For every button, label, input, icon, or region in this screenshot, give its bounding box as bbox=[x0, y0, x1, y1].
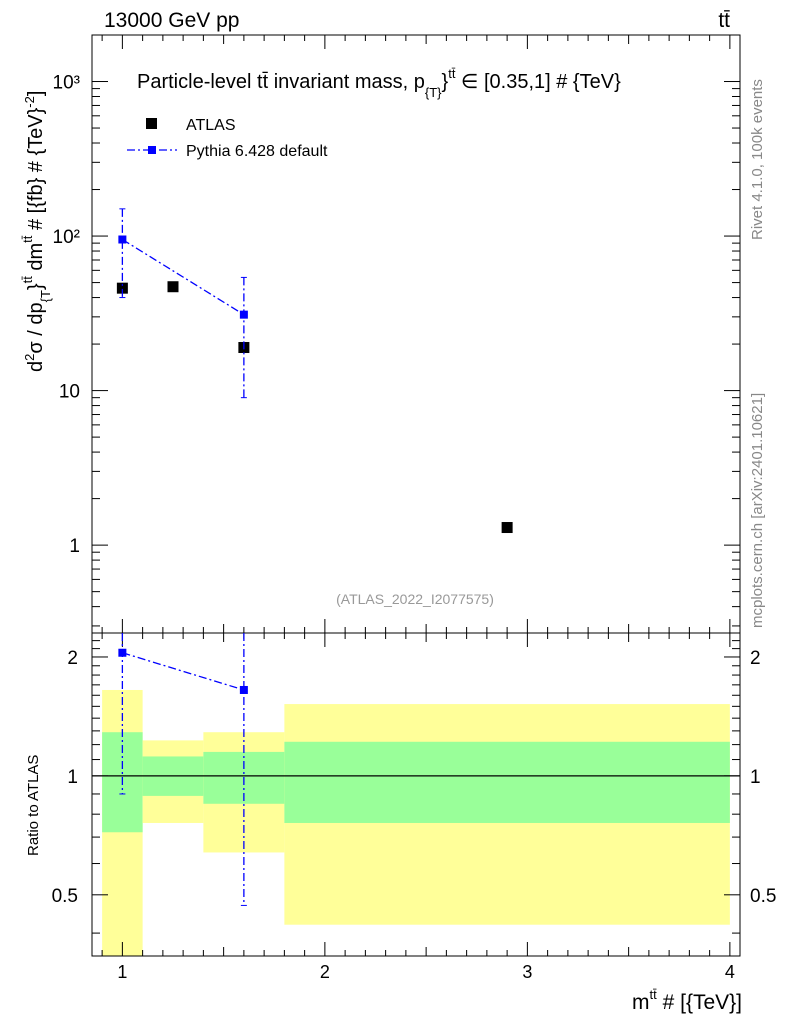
atlas-point bbox=[167, 281, 179, 293]
ratio-tick-label-right: 0.5 bbox=[750, 886, 776, 907]
y-tick-label: 10³ bbox=[53, 73, 80, 94]
pythia-point bbox=[239, 310, 248, 319]
x-tick-label: 3 bbox=[522, 962, 532, 982]
mcplots-label: mcplots.cern.ch [arXiv:2401.10621] bbox=[749, 393, 766, 628]
atlas-point bbox=[501, 522, 513, 534]
rivet-label: Rivet 4.1.0, 100k events bbox=[749, 79, 766, 240]
ratio-tick-label-right: 2 bbox=[750, 648, 761, 669]
y-tick-label: 1 bbox=[69, 536, 80, 557]
chart-title: Particle-level tt̄ invariant mass, p{T}}… bbox=[137, 66, 621, 100]
y-tick-label: 10 bbox=[59, 382, 80, 403]
ratio-uncertainty-bands bbox=[92, 689, 740, 956]
ratio-tick-label-right: 1 bbox=[750, 767, 761, 788]
ratio-tick-label: 0.5 bbox=[52, 886, 78, 907]
ratio-data-marks bbox=[118, 633, 248, 906]
energy-label: 13000 GeV pp bbox=[104, 9, 239, 32]
x-tick-label: 2 bbox=[320, 962, 330, 982]
x-tick-label: 1 bbox=[117, 962, 127, 982]
x-tick-label: 4 bbox=[725, 962, 735, 982]
main-data-marks bbox=[116, 208, 513, 534]
y-tick-label: 10² bbox=[53, 227, 80, 248]
pythia-ratio-line bbox=[122, 652, 245, 691]
process-label: tt̄ bbox=[718, 9, 730, 32]
y-axis-label: d2σ / dp{T}tt̄ dmtt̄ # [{fb} # {TeV}-2] bbox=[20, 91, 53, 372]
ratio-tick-label: 2 bbox=[67, 648, 78, 669]
legend-pythia-marker bbox=[148, 146, 156, 154]
pythia-line bbox=[122, 238, 245, 316]
legend-atlas-marker bbox=[146, 118, 157, 129]
ratio-tick-label: 1 bbox=[67, 767, 78, 788]
atlas-point bbox=[116, 282, 128, 294]
pythia-ratio-point bbox=[118, 648, 127, 657]
ratio-panel-frame bbox=[91, 632, 741, 957]
main-axis-ticks: 1 10 10² 10³ bbox=[53, 34, 740, 633]
legend-atlas-label: ATLAS bbox=[186, 117, 236, 134]
green-band-3 bbox=[284, 741, 730, 823]
ratio-axis-ticks: 1 2 3 4 0.5 0.5 1 1 2 2 bbox=[52, 633, 776, 982]
analysis-id: (ATLAS_2022_I2077575) bbox=[336, 591, 494, 607]
pythia-ratio-point bbox=[239, 685, 248, 694]
ratio-axis-label: Ratio to ATLAS bbox=[25, 755, 42, 856]
x-axis-label: mtt̄ # [{TeV}] bbox=[632, 987, 742, 1014]
legend-pythia-label: Pythia 6.428 default bbox=[186, 143, 328, 160]
pythia-point bbox=[118, 235, 127, 244]
